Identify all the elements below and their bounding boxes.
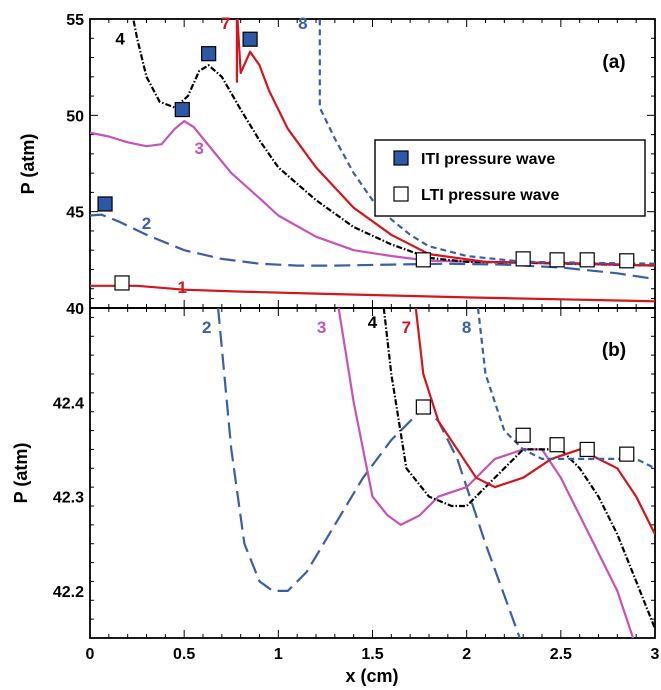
panel-a-curve-4 xyxy=(132,19,655,267)
panel-a: 40 45 50 55 1 2 3 4 7 8 xyxy=(66,12,656,318)
panel-b-curve-8 xyxy=(476,308,655,470)
panel-b-lti-marker xyxy=(515,427,531,443)
panel-a-iti-marker xyxy=(201,46,217,62)
panel-a-curve-2 xyxy=(90,213,655,281)
panel-a-lti-marker xyxy=(415,252,431,268)
panel-a-curve-1 xyxy=(90,284,655,303)
y-axis-label-a: P (atm) xyxy=(18,134,38,195)
panel-a-y-tick-label: 50 xyxy=(66,108,84,125)
panel-b-curve-4 xyxy=(382,308,655,630)
panel-b-curve-3 xyxy=(337,308,635,638)
panel-a-curve-8 xyxy=(318,19,655,265)
panel-b-y-tick-label: 42.4 xyxy=(53,395,84,412)
panel-b-curve-label-2: 2 xyxy=(202,318,211,337)
panel-a-curve-label-4: 4 xyxy=(115,29,125,48)
panel-b-x-tick-label: 1.5 xyxy=(361,646,383,663)
legend-lti-label: LTI pressure wave xyxy=(421,187,560,204)
legend: ITI pressure wave LTI pressure wave xyxy=(374,139,646,217)
panel-b-y-tick-label: 42.3 xyxy=(53,490,84,507)
legend-iti-marker xyxy=(393,150,409,166)
panel-a-lti-marker xyxy=(114,275,130,291)
panel-b-curve-7 xyxy=(414,308,655,535)
panel-b-x-tick-label: 0.5 xyxy=(173,646,195,663)
panel-b-x-tick-label: 1 xyxy=(274,646,283,663)
panel-b-x-tick-label: 0 xyxy=(86,646,95,663)
panel-a-lti-marker xyxy=(619,253,635,269)
panel-a-lti-marker xyxy=(515,251,531,267)
panel-b-lti-marker xyxy=(619,446,635,462)
panel-b-curve-label-7: 7 xyxy=(402,318,411,337)
panel-a-lti-marker xyxy=(549,252,565,268)
panel-b-x-tick-label: 2.5 xyxy=(550,646,572,663)
panel-b-curve-label-4: 4 xyxy=(368,313,378,332)
panel-b-label: (b) xyxy=(602,340,626,361)
panel-a-y-tick-label: 40 xyxy=(66,301,84,318)
y-axis-label-b: P (atm) xyxy=(11,443,31,504)
panel-b-lti-marker xyxy=(415,399,431,415)
panel-b-curve-label-3: 3 xyxy=(317,318,326,337)
panel-a-curve-label-7: 7 xyxy=(221,14,230,33)
legend-iti-label: ITI pressure wave xyxy=(421,151,555,168)
panel-a-iti-marker xyxy=(174,101,190,118)
panel-b-frame xyxy=(89,307,656,639)
panel-b-x-tick-label: 2 xyxy=(462,646,471,663)
panel-b-lti-marker xyxy=(549,437,565,453)
panel-b-x-tick-label: 3 xyxy=(651,646,660,663)
legend-lti-marker xyxy=(393,186,409,202)
panel-a-lti-marker xyxy=(579,252,595,268)
panel-a-iti-marker xyxy=(97,196,113,212)
panel-b-lti-marker xyxy=(579,441,595,458)
panel-b: 42.2 42.3 42.4 0 0.5 1 1.5 2 2.5 3 2 3 4 7 8 xyxy=(53,298,660,663)
panel-a-curve-label-2: 2 xyxy=(142,214,151,233)
panel-b-curve-2 xyxy=(217,308,521,638)
panel-b-y-tick-label: 42.2 xyxy=(53,584,84,601)
panel-b-curve-label-8: 8 xyxy=(462,318,471,337)
x-axis-label: x (cm) xyxy=(345,666,398,686)
panel-a-curve-label-3: 3 xyxy=(194,139,203,158)
panel-b-curves xyxy=(217,308,655,638)
panel-a-label: (a) xyxy=(602,52,625,73)
panel-a-curve-label-8: 8 xyxy=(298,14,307,33)
panel-a-y-tick-label: 45 xyxy=(66,205,84,222)
legend-box xyxy=(374,139,646,217)
panel-a-iti-marker xyxy=(242,31,258,47)
panel-a-y-tick-label: 55 xyxy=(66,12,84,29)
panel-a-curve-label-1: 1 xyxy=(178,278,187,297)
